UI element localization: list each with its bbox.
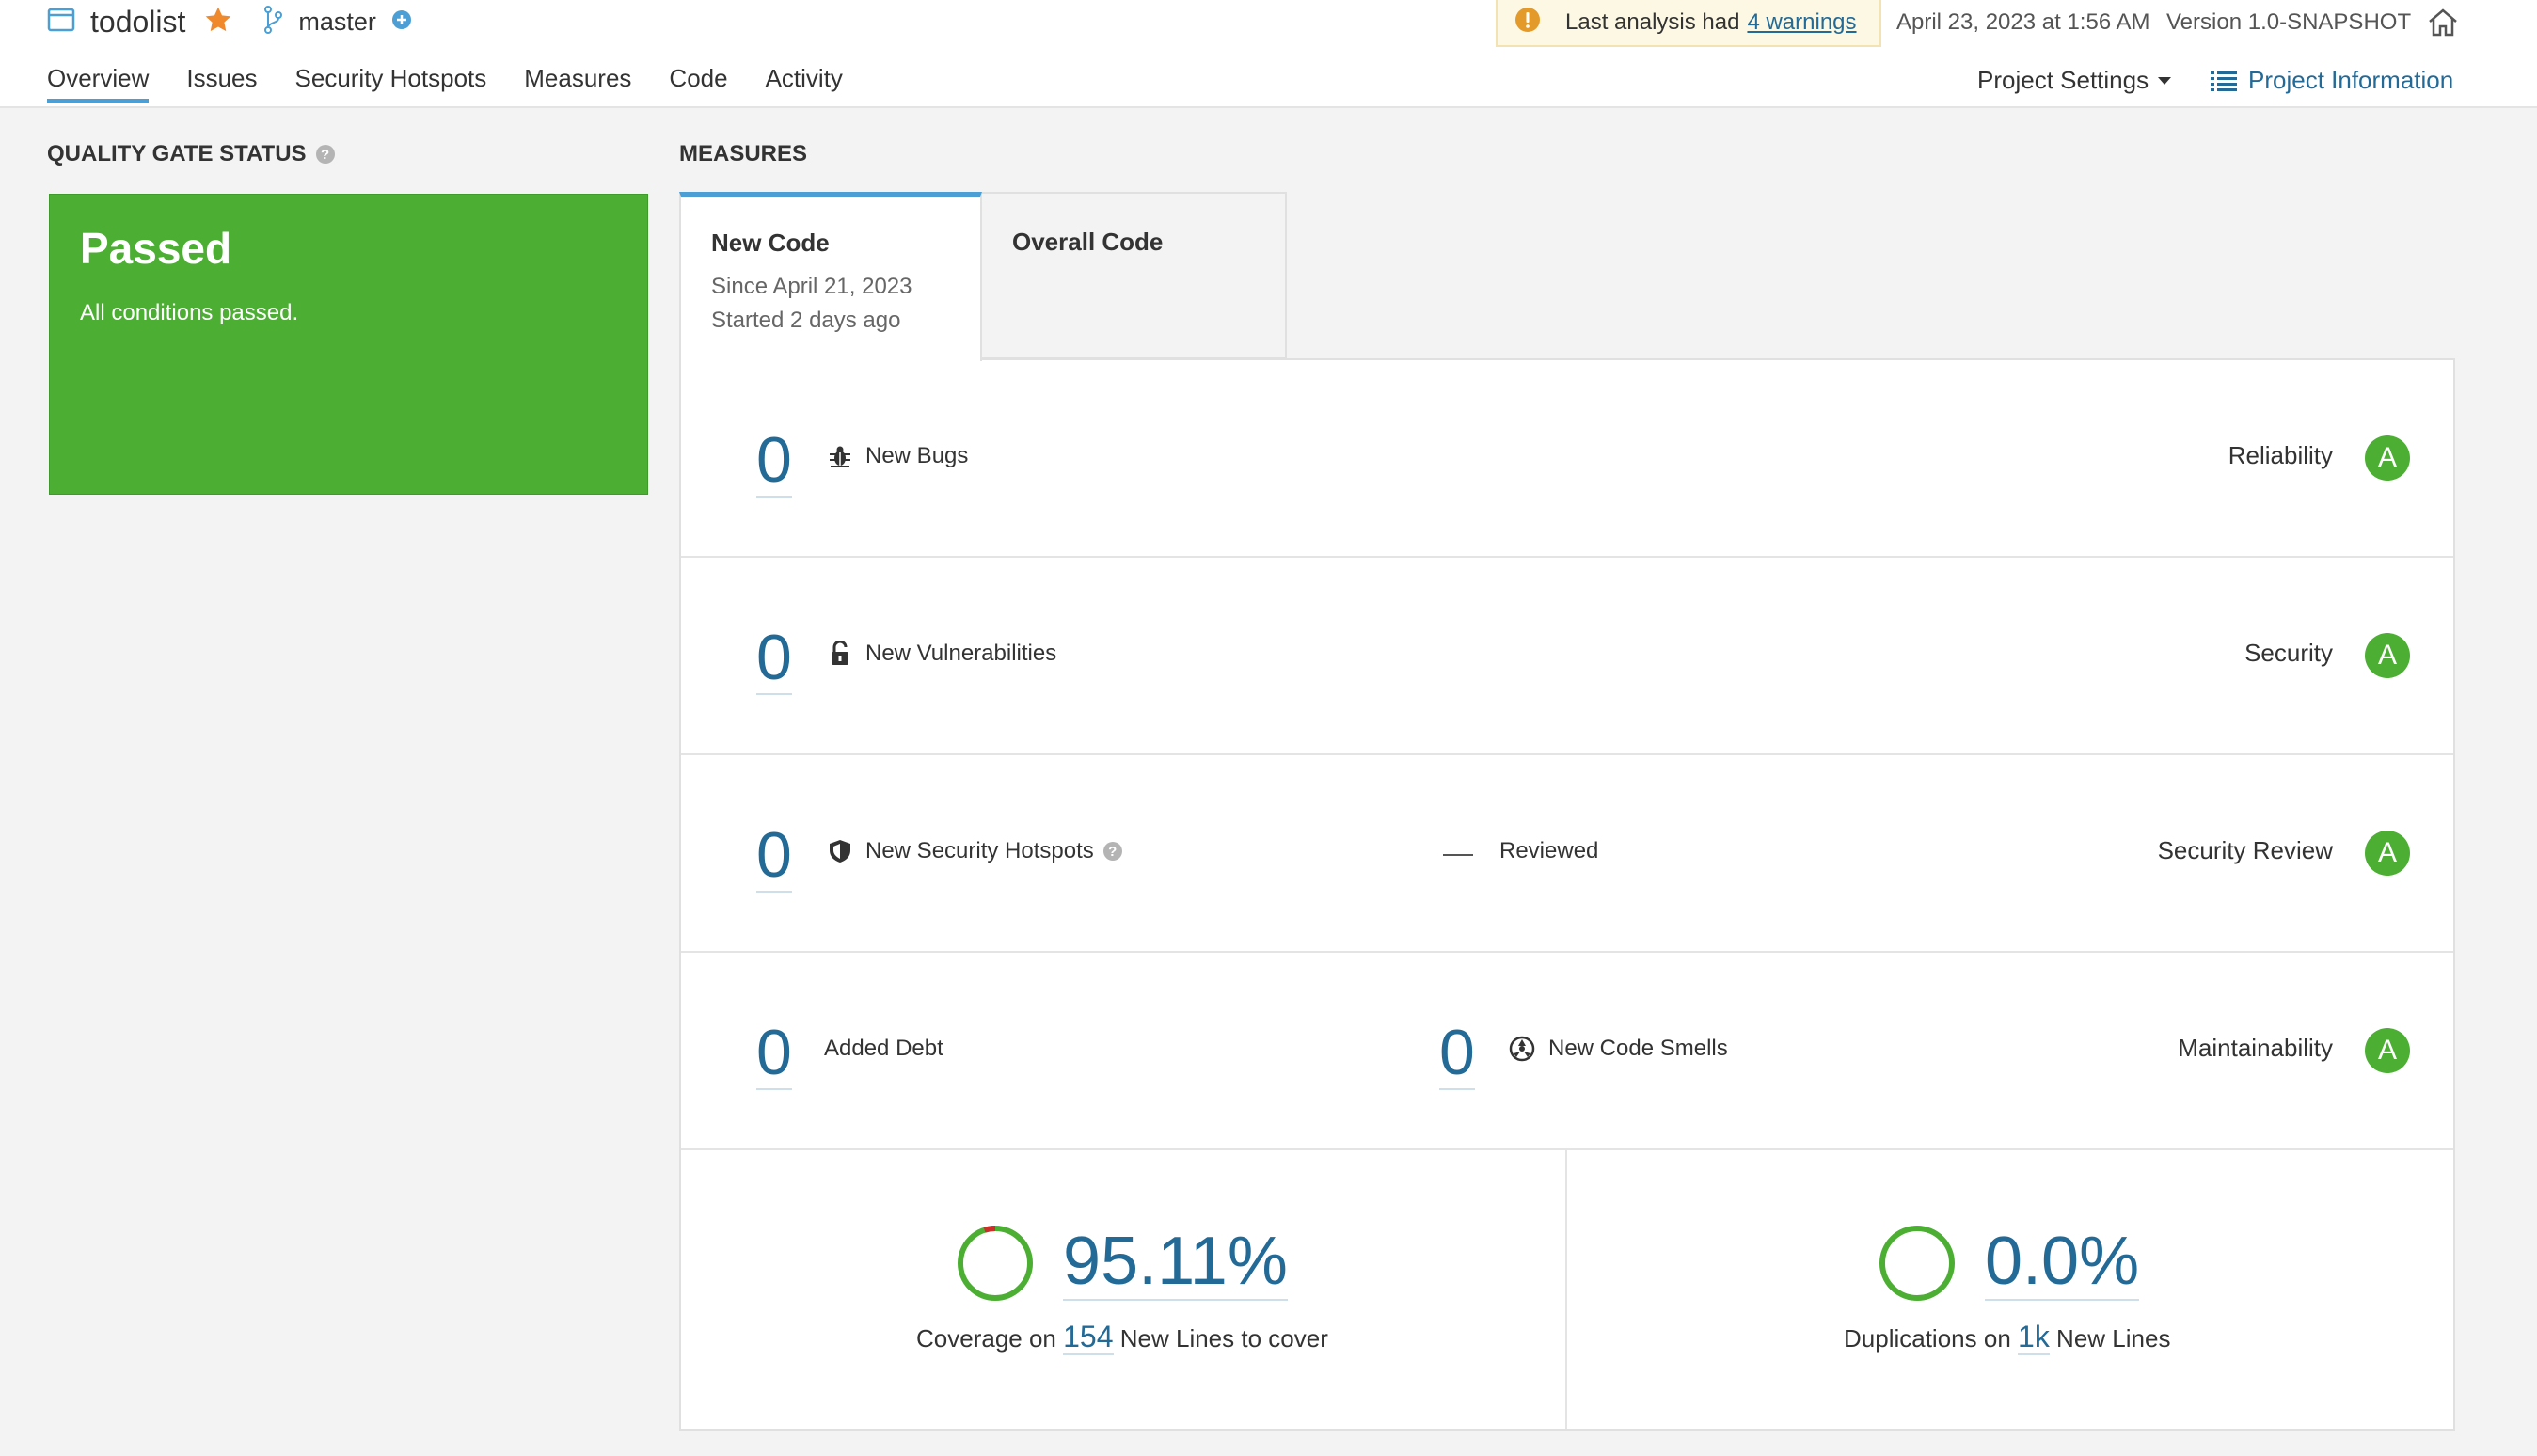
security-review-row: 0 New Security Hotspots ? Reviewed Secur… bbox=[681, 755, 2453, 953]
new-hotspots-value[interactable]: 0 bbox=[756, 819, 792, 893]
coverage-percent[interactable]: 95.11% bbox=[1063, 1224, 1288, 1301]
new-bugs-metric: New Bugs bbox=[828, 443, 968, 469]
analysis-date: April 23, 2023 at 1:56 AM bbox=[1896, 9, 2150, 35]
tab-issues[interactable]: Issues bbox=[186, 64, 258, 92]
tab-measures[interactable]: Measures bbox=[524, 64, 632, 92]
home-icon[interactable] bbox=[2427, 8, 2459, 42]
project-information-button[interactable]: Project Information bbox=[2211, 66, 2453, 95]
warning-icon bbox=[1514, 7, 1541, 40]
new-hotspots-metric: New Security Hotspots ? bbox=[828, 838, 1122, 864]
new-code-smells-value[interactable]: 0 bbox=[1439, 1017, 1475, 1090]
security-review-rating[interactable]: A bbox=[2365, 831, 2410, 876]
analysis-warning-banner: Last analysis had 4 warnings bbox=[1496, 0, 1881, 47]
new-vulnerabilities-value[interactable]: 0 bbox=[756, 622, 792, 695]
duplications-lines-value[interactable]: 1k bbox=[2018, 1320, 2050, 1355]
tab-overall-code[interactable]: Overall Code bbox=[982, 192, 1287, 359]
add-branch-icon[interactable] bbox=[391, 9, 412, 35]
quality-gate-title: QUALITY GATE STATUS ? bbox=[47, 141, 335, 167]
new-bugs-value[interactable]: 0 bbox=[756, 424, 792, 498]
duplications-donut-icon bbox=[1878, 1224, 1957, 1307]
reviewed-dash bbox=[1443, 854, 1473, 856]
reliability-label: Reliability bbox=[2228, 441, 2333, 469]
branch-name[interactable]: master bbox=[298, 7, 376, 36]
overall-code-label: Overall Code bbox=[1012, 228, 1164, 256]
code-smell-icon bbox=[1509, 1036, 1535, 1062]
coverage-duplications-section: 95.11% Coverage on 154 New Lines to cove… bbox=[681, 1150, 2453, 1429]
coverage-lines-value[interactable]: 154 bbox=[1063, 1320, 1114, 1355]
coverage-suffix: New Lines to cover bbox=[1119, 1324, 1328, 1353]
help-icon[interactable]: ? bbox=[1102, 842, 1122, 861]
maintainability-label: Maintainability bbox=[2178, 1034, 2333, 1062]
project-nav: Overview Issues Security Hotspots Measur… bbox=[47, 64, 880, 103]
project-name[interactable]: todolist bbox=[90, 4, 186, 39]
new-code-smells-metric: New Code Smells bbox=[1509, 1036, 1728, 1062]
project-icon bbox=[47, 8, 75, 37]
duplications-caption: Duplications on 1k New Lines bbox=[1844, 1320, 2171, 1355]
tab-code[interactable]: Code bbox=[669, 64, 728, 92]
tab-new-code[interactable]: New Code Since April 21, 2023 Started 2 … bbox=[679, 192, 982, 361]
security-rating[interactable]: A bbox=[2365, 633, 2410, 678]
quality-gate-panel: Passed All conditions passed. bbox=[49, 194, 648, 495]
new-bugs-label: New Bugs bbox=[865, 443, 969, 468]
quality-gate-title-text: QUALITY GATE STATUS bbox=[47, 141, 307, 166]
project-information-label: Project Information bbox=[2248, 66, 2454, 94]
project-row: todolist master bbox=[47, 0, 412, 43]
new-code-label: New Code bbox=[711, 229, 830, 257]
new-code-since: Since April 21, 2023 bbox=[711, 274, 912, 299]
new-hotspots-label: New Security Hotspots bbox=[865, 838, 1094, 863]
new-code-smells-label: New Code Smells bbox=[1548, 1036, 1728, 1061]
duplications-panel: 0.0% Duplications on 1k New Lines bbox=[1567, 1150, 2453, 1429]
maintainability-rating[interactable]: A bbox=[2365, 1028, 2410, 1073]
coverage-donut-icon bbox=[956, 1224, 1035, 1307]
tab-activity[interactable]: Activity bbox=[765, 64, 843, 92]
help-icon[interactable]: ? bbox=[315, 145, 335, 164]
warnings-link[interactable]: 4 warnings bbox=[1747, 9, 1857, 35]
top-bar: todolist master Last analysis had 4 warn… bbox=[0, 0, 2537, 108]
project-settings-menu[interactable]: Project Settings bbox=[1977, 66, 2172, 95]
added-debt-value[interactable]: 0 bbox=[756, 1017, 792, 1090]
reliability-row: 0 New Bugs Reliability A bbox=[681, 360, 2453, 558]
project-settings-label: Project Settings bbox=[1977, 66, 2149, 94]
favorite-star-icon[interactable] bbox=[202, 5, 234, 40]
lock-icon bbox=[832, 641, 848, 665]
reviewed-label: Reviewed bbox=[1499, 838, 1599, 863]
duplications-percent[interactable]: 0.0% bbox=[1985, 1224, 2140, 1301]
added-debt-label: Added Debt bbox=[824, 1036, 943, 1061]
duplications-suffix: New Lines bbox=[2056, 1324, 2171, 1353]
quality-gate-message: All conditions passed. bbox=[80, 300, 299, 325]
shield-icon bbox=[830, 840, 850, 863]
new-code-started: Started 2 days ago bbox=[711, 308, 901, 333]
chevron-down-icon bbox=[2158, 76, 2172, 85]
security-review-label: Security Review bbox=[2157, 836, 2333, 864]
tab-overview[interactable]: Overview bbox=[47, 64, 150, 103]
project-version: Version 1.0-SNAPSHOT bbox=[2166, 9, 2412, 35]
measures-title: MEASURES bbox=[679, 141, 808, 166]
maintainability-row: 0 Added Debt 0 New Code Smells Maintaina… bbox=[681, 953, 2453, 1150]
reliability-rating[interactable]: A bbox=[2365, 435, 2410, 481]
coverage-panel: 95.11% Coverage on 154 New Lines to cove… bbox=[681, 1150, 1567, 1429]
measures-panel: 0 New Bugs Reliability A 0 New Vulnerabi… bbox=[679, 358, 2455, 1431]
new-vulnerabilities-metric: New Vulnerabilities bbox=[828, 641, 1056, 667]
coverage-prefix: Coverage on bbox=[916, 1324, 1056, 1353]
security-row: 0 New Vulnerabilities Security A bbox=[681, 558, 2453, 755]
branch-icon bbox=[262, 5, 283, 40]
list-icon bbox=[2211, 71, 2237, 91]
duplications-prefix: Duplications on bbox=[1844, 1324, 2011, 1353]
security-label: Security bbox=[2244, 639, 2333, 667]
warning-text: Last analysis had bbox=[1565, 9, 1740, 35]
new-vulnerabilities-label: New Vulnerabilities bbox=[865, 641, 1057, 666]
tab-security-hotspots[interactable]: Security Hotspots bbox=[294, 64, 487, 92]
coverage-caption: Coverage on 154 New Lines to cover bbox=[916, 1320, 1328, 1355]
bug-icon bbox=[830, 446, 850, 467]
quality-gate-status: Passed bbox=[80, 224, 232, 273]
